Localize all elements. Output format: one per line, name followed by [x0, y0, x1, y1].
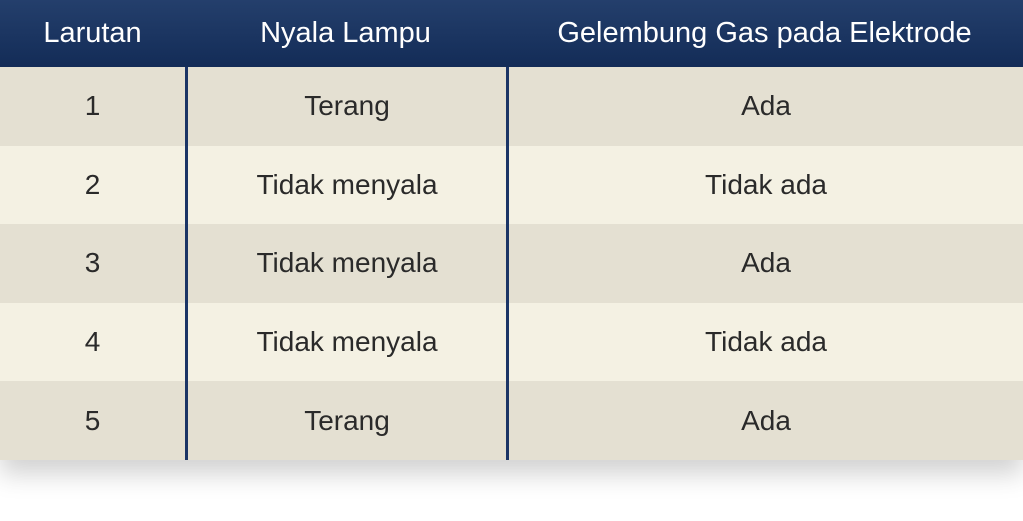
table-row: 1 Terang Ada — [0, 67, 1023, 146]
table-header: Larutan Nyala Lampu Gelembung Gas pada E… — [0, 0, 1023, 67]
header-gelembung-gas: Gelembung Gas pada Elektrode — [557, 17, 972, 49]
data-table: Larutan Nyala Lampu Gelembung Gas pada E… — [0, 0, 1023, 460]
cell-larutan: 4 — [84, 326, 101, 358]
table-row: 5 Terang Ada — [0, 381, 1023, 460]
cell-larutan: 2 — [84, 168, 101, 200]
cell-gelembung-gas: Tidak ada — [506, 302, 1023, 382]
cell-nyala-lampu: Tidak menyala — [185, 302, 506, 382]
table-row: 4 Tidak menyala Tidak ada — [0, 302, 1023, 382]
cell-larutan: 5 — [84, 404, 101, 436]
cell-gelembung-gas: Ada — [506, 381, 1023, 460]
cell-nyala-lampu: Terang — [185, 67, 506, 146]
table-row: 2 Tidak menyala Tidak ada — [0, 145, 1023, 225]
cell-nyala-lampu: Tidak menyala — [185, 224, 506, 303]
cell-gelembung-gas: Tidak ada — [506, 145, 1023, 225]
header-larutan: Larutan — [43, 17, 142, 49]
header-nyala-lampu: Nyala Lampu — [260, 17, 431, 49]
cell-larutan: 1 — [84, 90, 101, 122]
cell-nyala-lampu: Terang — [185, 381, 506, 460]
cell-gelembung-gas: Ada — [506, 67, 1023, 146]
table-row: 3 Tidak menyala Ada — [0, 224, 1023, 303]
cell-nyala-lampu: Tidak menyala — [185, 145, 506, 225]
cell-larutan: 3 — [84, 247, 101, 279]
cell-gelembung-gas: Ada — [506, 224, 1023, 303]
